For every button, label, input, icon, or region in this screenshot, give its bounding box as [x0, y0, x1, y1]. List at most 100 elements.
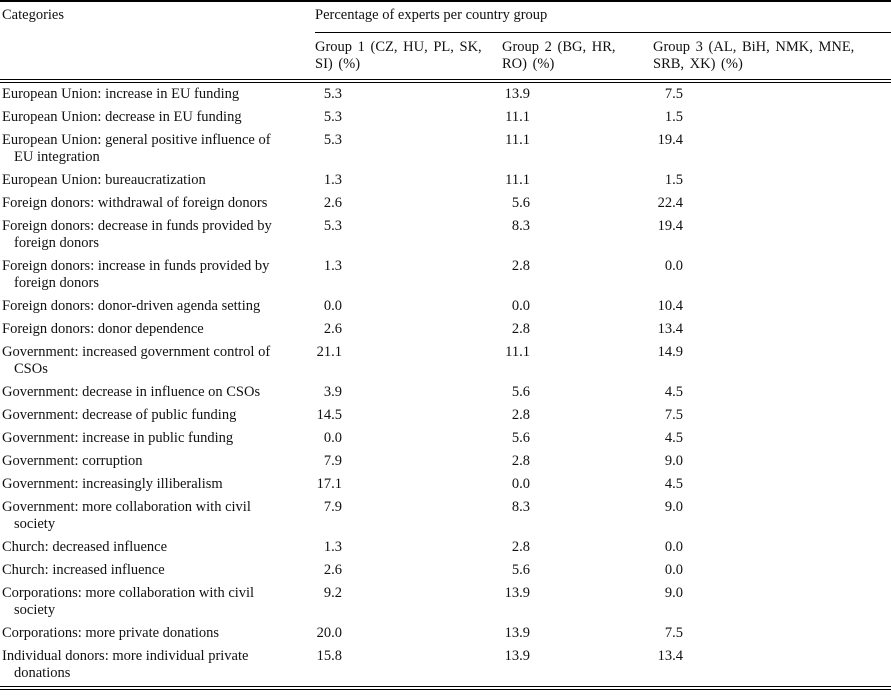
group1-value-cell: 0.0 [315, 298, 502, 315]
group3-value-cell: 14.9 [653, 344, 891, 378]
group3-value-cell: 7.5 [653, 407, 891, 424]
category-cell: Church: increased influence [2, 562, 165, 578]
group2-value: 13.9 [504, 585, 530, 601]
group2-value: 2.8 [511, 258, 530, 274]
group3-value: 1.5 [664, 172, 683, 188]
group1-value: 5.3 [323, 218, 342, 234]
group2-value: 11.1 [505, 132, 530, 148]
group2-value: 11.1 [505, 172, 530, 188]
group2-value: 5.6 [511, 562, 530, 578]
spanner-header-cell: Percentage of experts per country group [315, 7, 891, 33]
group1-value-cell: 2.6 [315, 562, 502, 579]
group2-value-cell: 0.0 [502, 298, 653, 315]
group2-column-header: Group 2 (BG, HR, RO) (%) [502, 39, 616, 72]
group3-value-cell: 13.4 [653, 648, 891, 682]
group1-value-cell: 5.3 [315, 86, 502, 103]
group1-value: 0.0 [323, 298, 342, 314]
group2-value: 11.1 [505, 344, 530, 360]
group2-value: 8.3 [511, 218, 530, 234]
category-cell: Corporations: more collaboration with ci… [2, 585, 255, 618]
category-cell: European Union: decrease in EU funding [2, 109, 242, 125]
group2-value-cell: 11.1 [502, 109, 653, 126]
category-cell: Foreign donors: withdrawal of foreign do… [2, 195, 268, 211]
group2-value-cell: 11.1 [502, 132, 653, 166]
group3-value: 0.0 [664, 258, 683, 274]
group3-value: 9.0 [664, 453, 683, 469]
category-cell: Foreign donors: donor dependence [2, 321, 204, 337]
table-row: Church: decreased influence 1.3 2.8 0.0 [0, 536, 891, 559]
table-row: Government: increasingly illiberalism 17… [0, 473, 891, 496]
group2-value-cell: 5.6 [502, 195, 653, 212]
group1-value: 7.9 [323, 453, 342, 469]
group2-value-cell: 0.0 [502, 476, 653, 493]
spanner-header-label: Percentage of experts per country group [315, 7, 548, 23]
table-row: Corporations: more private donations 20.… [0, 622, 891, 645]
group3-value: 4.5 [664, 476, 683, 492]
group3-value-cell: 7.5 [653, 625, 891, 642]
group3-value-cell: 19.4 [653, 218, 891, 252]
group3-value-cell: 0.0 [653, 258, 891, 292]
group1-value: 21.1 [316, 344, 342, 360]
group1-value: 3.9 [323, 384, 342, 400]
group1-value-cell: 20.0 [315, 625, 502, 642]
table-row: European Union: general positive influen… [0, 129, 891, 169]
group1-value-cell: 5.3 [315, 109, 502, 126]
group1-value-cell: 21.1 [315, 344, 502, 378]
group3-value-cell: 13.4 [653, 321, 891, 338]
table-row: Government: decrease of public funding 1… [0, 404, 891, 427]
table-header-row-2: Group 1 (CZ, HU, PL, SK, SI) (%) Group 2… [0, 33, 891, 79]
category-cell: Government: increased government control… [2, 344, 271, 377]
group1-value: 15.8 [316, 648, 342, 664]
group3-value: 7.5 [664, 625, 683, 641]
group1-value-cell: 15.8 [315, 648, 502, 682]
table-row: Foreign donors: withdrawal of foreign do… [0, 192, 891, 215]
group1-value: 20.0 [316, 625, 342, 641]
group1-value-cell: 17.1 [315, 476, 502, 493]
group1-value-cell: 1.3 [315, 539, 502, 556]
group2-value: 2.8 [511, 539, 530, 555]
group2-value-cell: 11.1 [502, 172, 653, 189]
group1-value-cell: 3.9 [315, 384, 502, 401]
table-row: Foreign donors: increase in funds provid… [0, 255, 891, 295]
group2-value-cell: 13.9 [502, 648, 653, 682]
group3-column-header: Group 3 (AL, BiH, NMK, MNE, SRB, XK) (%) [653, 39, 855, 72]
table-row: European Union: decrease in EU funding 5… [0, 106, 891, 129]
category-cell: Foreign donors: decrease in funds provid… [2, 218, 272, 251]
group2-value: 2.8 [511, 407, 530, 423]
group2-value: 5.6 [511, 195, 530, 211]
group2-value: 2.8 [511, 453, 530, 469]
table-row: Government: corruption 7.9 2.8 9.0 [0, 450, 891, 473]
category-cell: Government: decrease in influence on CSO… [2, 384, 261, 400]
group2-value: 2.8 [511, 321, 530, 337]
group2-value-cell: 2.8 [502, 453, 653, 470]
table-header-row-1: Categories Percentage of experts per cou… [0, 2, 891, 33]
group3-value: 9.0 [664, 585, 683, 601]
header-double-rule [0, 79, 891, 83]
table-row: Foreign donors: decrease in funds provid… [0, 215, 891, 255]
group1-value: 17.1 [316, 476, 342, 492]
category-cell: Foreign donors: donor-driven agenda sett… [2, 298, 261, 314]
group3-value-cell: 9.0 [653, 499, 891, 533]
category-cell: Government: corruption [2, 453, 143, 469]
group1-value-cell: 2.6 [315, 195, 502, 212]
table-row: Government: increase in public funding 0… [0, 427, 891, 450]
category-cell: Corporations: more private donations [2, 625, 220, 641]
group3-value-cell: 0.0 [653, 539, 891, 556]
table-row: Foreign donors: donor-driven agenda sett… [0, 295, 891, 318]
group2-value-cell: 8.3 [502, 499, 653, 533]
group2-value-cell: 2.8 [502, 539, 653, 556]
group3-value-cell: 19.4 [653, 132, 891, 166]
table-row: Corporations: more collaboration with ci… [0, 582, 891, 622]
table-row: Government: increased government control… [0, 341, 891, 381]
group2-value: 0.0 [511, 298, 530, 314]
category-cell: Government: more collaboration with civi… [2, 499, 251, 532]
group2-value: 11.1 [505, 109, 530, 125]
categories-header-spacer [0, 39, 315, 73]
table-row: Individual donors: more individual priva… [0, 645, 891, 685]
group2-value-cell: 13.9 [502, 625, 653, 642]
group3-value: 0.0 [664, 539, 683, 555]
group2-value-cell: 8.3 [502, 218, 653, 252]
group2-value-cell: 2.8 [502, 321, 653, 338]
table-row: Government: more collaboration with civi… [0, 496, 891, 536]
category-cell: Church: decreased influence [2, 539, 168, 555]
